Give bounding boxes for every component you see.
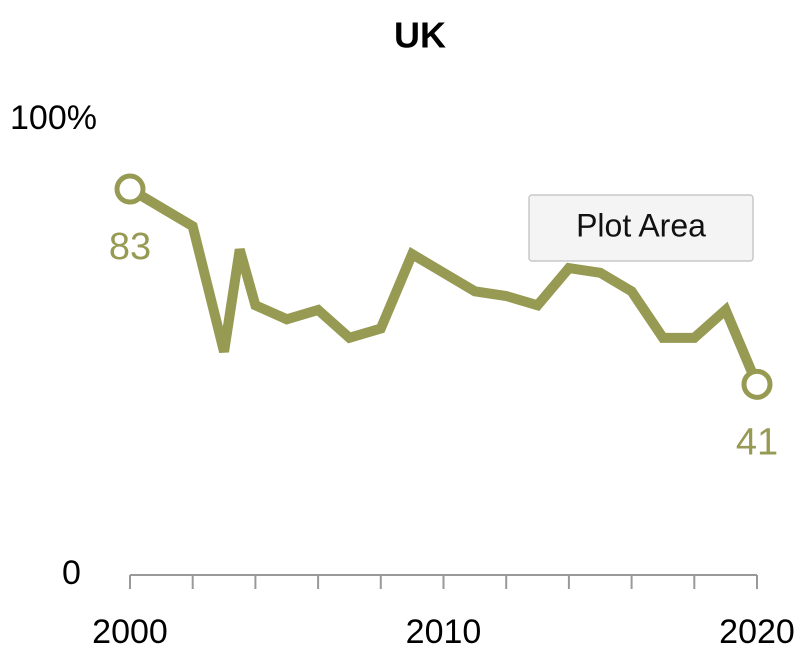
chart-title: UK — [394, 15, 446, 56]
value-label: 41 — [736, 421, 778, 463]
end-marker — [741, 368, 773, 400]
y-tick-label: 0 — [62, 554, 81, 592]
tooltip: Plot Area — [528, 194, 754, 262]
tooltip-text: Plot Area — [576, 207, 706, 243]
value-label: 83 — [109, 226, 151, 268]
y-tick-label: 100% — [10, 99, 97, 137]
tooltip-box — [528, 194, 754, 262]
x-tick-label: 2020 — [719, 613, 795, 651]
x-tick-label: 2000 — [92, 613, 168, 651]
line — [127, 184, 762, 387]
x-tick-label: 2010 — [406, 613, 482, 651]
end-marker — [114, 173, 146, 205]
